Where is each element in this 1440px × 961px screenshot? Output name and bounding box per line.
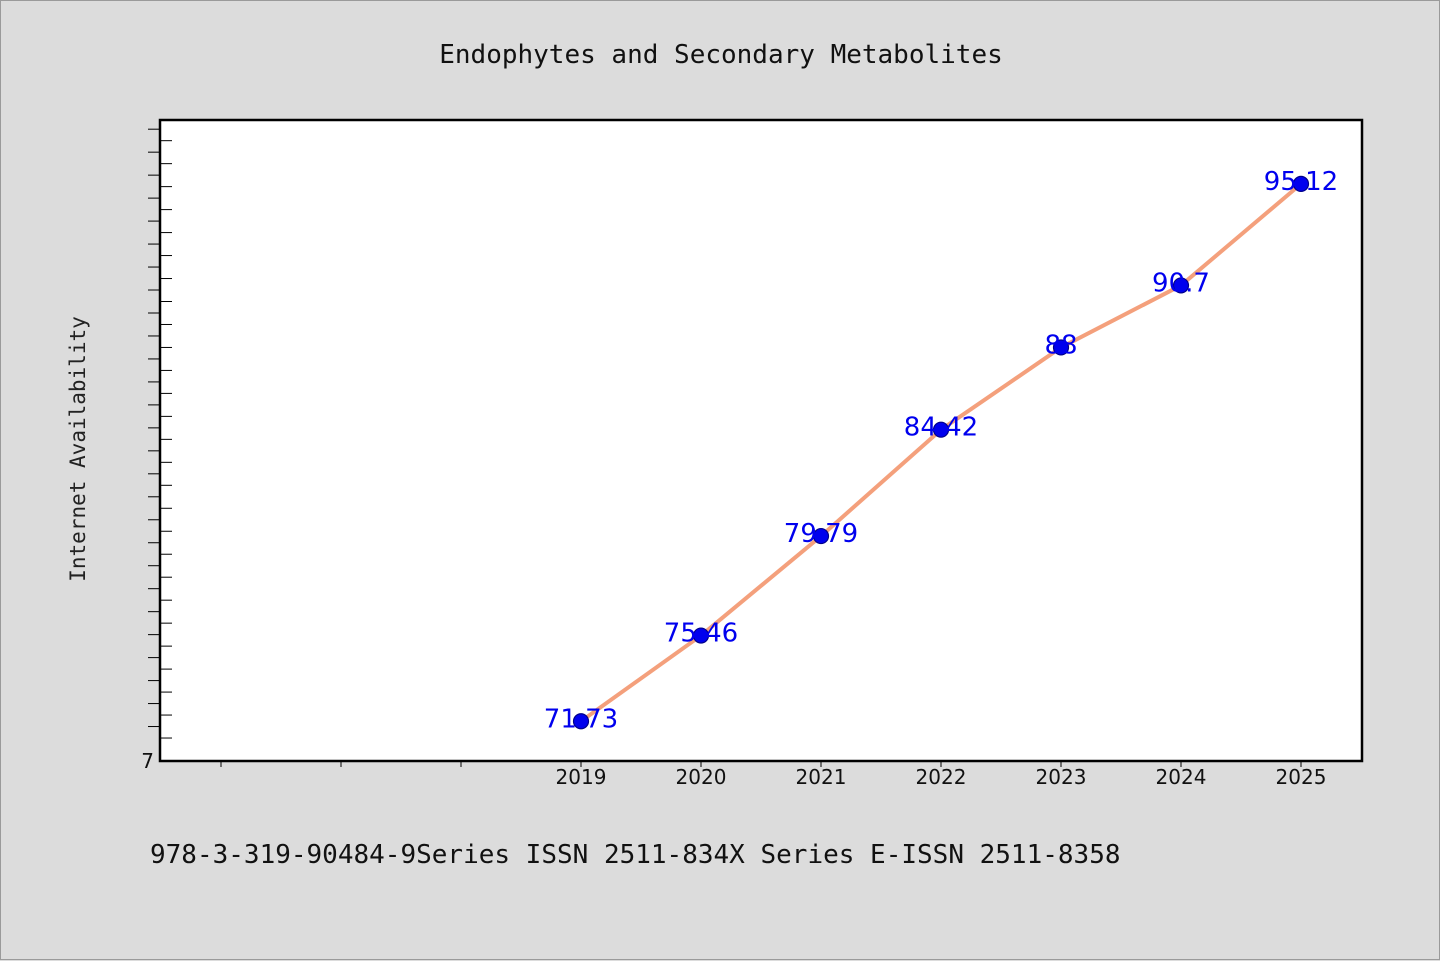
footer-isbn-text: 978-3-319-90484-9Series ISSN 2511-834X S… — [150, 840, 1121, 870]
data-point — [1052, 339, 1070, 356]
x-tick-label: 2024 — [1156, 765, 1207, 789]
data-point — [692, 627, 710, 644]
data-label: 84.42 — [904, 413, 978, 443]
x-tick-label: 2021 — [796, 765, 847, 789]
data-label: 75.46 — [664, 619, 738, 649]
data-label: 71.73 — [544, 704, 618, 734]
y-tick-label: 7 — [141, 749, 154, 773]
x-tick-label: 2020 — [676, 765, 727, 789]
y-axis-ticks: 7 — [141, 128, 172, 773]
x-tick-label: 2019 — [556, 765, 607, 789]
plot-area — [158, 118, 1364, 763]
data-label: 90.7 — [1152, 268, 1210, 298]
data-point — [812, 527, 830, 545]
chart-title: Endophytes and Secondary Metabolites — [439, 40, 1003, 70]
y-axis-label: Internet Availability — [66, 316, 90, 582]
series-layer — [572, 175, 1310, 730]
data-point — [1292, 175, 1310, 192]
data-label: 88 — [1044, 330, 1077, 360]
x-tick-label: 2022 — [916, 765, 967, 789]
x-tick-label: 2025 — [1276, 765, 1327, 789]
data-labels-layer: 71.73 75.46 79.79 84.42 88 90.7 95.12 — [544, 167, 1338, 734]
data-point — [1172, 277, 1190, 294]
x-tick-label: 2023 — [1036, 765, 1087, 789]
data-point — [572, 713, 590, 730]
data-label: 79.79 — [784, 519, 858, 549]
data-point — [932, 421, 950, 438]
x-axis-ticks: 2019 2020 2021 2022 2023 2024 2025 — [220, 761, 1327, 789]
data-label: 95.12 — [1264, 167, 1338, 197]
